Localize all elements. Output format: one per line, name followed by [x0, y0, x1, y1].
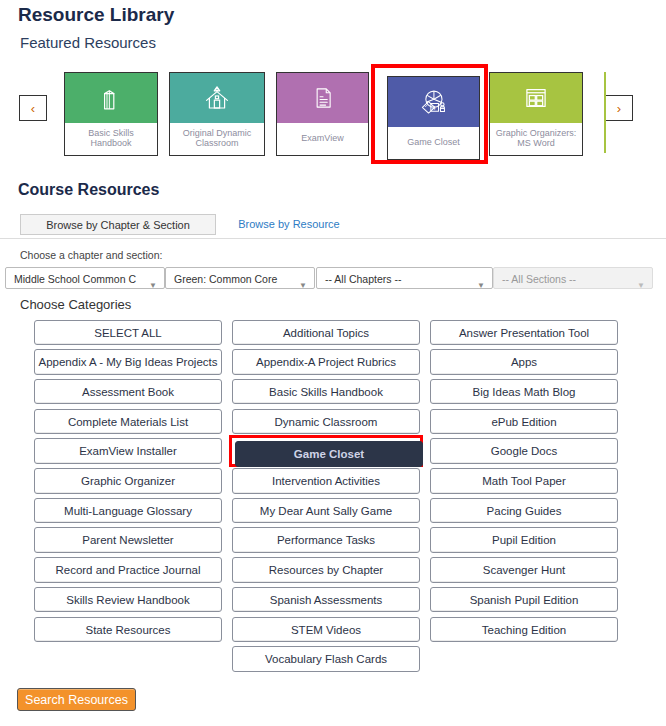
svg-text:4: 4 [432, 104, 436, 110]
